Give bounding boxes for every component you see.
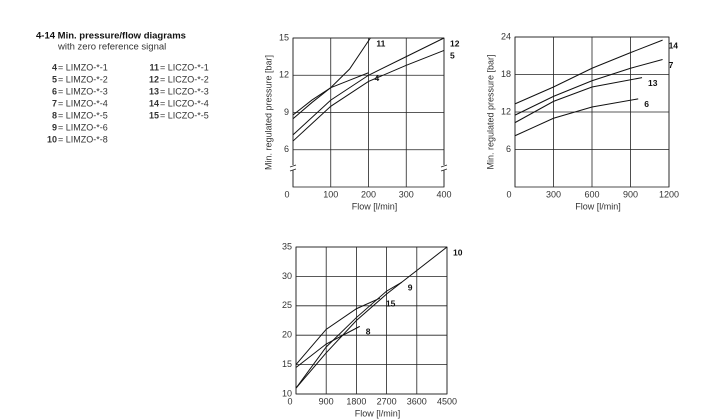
y-axis-title: Min. regulated pressure [bar] bbox=[263, 55, 273, 170]
axis-break bbox=[289, 164, 297, 172]
x-axis-title: Flow [l/min] bbox=[575, 201, 621, 211]
legend-number: 4 bbox=[52, 62, 57, 72]
curve-label: 7 bbox=[669, 60, 674, 70]
legend-text: = LIMZO-*-8 bbox=[58, 134, 108, 144]
curve bbox=[295, 281, 402, 389]
axis-break-gap bbox=[441, 165, 447, 170]
curve bbox=[295, 325, 360, 368]
y-tick-label: 18 bbox=[501, 69, 511, 79]
axis-break-gap bbox=[290, 165, 296, 170]
y-tick-label: 9 bbox=[284, 107, 289, 117]
y-tick-label: 35 bbox=[282, 241, 292, 251]
legend-number: 15 bbox=[149, 110, 159, 120]
legend-number: 14 bbox=[149, 98, 159, 108]
y-tick-label: 10 bbox=[282, 388, 292, 398]
chart: 10 15 20 25 30 35 0 900 1800 2700 3600 4500 Flow [l/… bbox=[282, 241, 463, 418]
curve bbox=[292, 49, 445, 142]
curve-label: 6 bbox=[644, 99, 649, 109]
curve-label: 9 bbox=[408, 283, 413, 293]
legend-number: 12 bbox=[149, 74, 159, 84]
legend-number: 8 bbox=[52, 110, 57, 120]
curve bbox=[514, 39, 663, 105]
x-tick-label: 0 bbox=[284, 189, 289, 199]
legend-number: 11 bbox=[149, 62, 159, 72]
x-tick-label: 4500 bbox=[437, 396, 457, 406]
x-tick-label: 900 bbox=[319, 396, 334, 406]
x-tick-label: 3600 bbox=[407, 396, 427, 406]
y-tick-label: 6 bbox=[506, 144, 511, 154]
curve-label: 11 bbox=[376, 38, 385, 48]
curve-label: 8 bbox=[366, 327, 371, 337]
x-tick-label: 100 bbox=[323, 189, 338, 199]
legend-text: = LIMZO-*-5 bbox=[58, 110, 108, 120]
x-axis-title: Flow [l/min] bbox=[352, 201, 398, 211]
legend-text: = LICZO-*-1 bbox=[160, 62, 209, 72]
x-tick-label: 900 bbox=[623, 189, 638, 199]
curve bbox=[295, 246, 448, 389]
x-axis-title: Flow [l/min] bbox=[355, 408, 401, 418]
legend-text: = LIMZO-*-1 bbox=[58, 62, 108, 72]
x-tick-label: 2700 bbox=[377, 396, 397, 406]
y-tick-label: 30 bbox=[282, 271, 292, 281]
curve-label: 12 bbox=[450, 38, 460, 48]
legend-number: 7 bbox=[52, 98, 57, 108]
curve-label: 10 bbox=[453, 247, 463, 257]
chart: 6 12 18 24 0 300 600 900 1200 Flow [l/min] Min. re… bbox=[485, 31, 679, 211]
legend-text: = LICZO-*-2 bbox=[160, 74, 209, 84]
x-tick-label: 300 bbox=[399, 189, 414, 199]
x-tick-label: 600 bbox=[584, 189, 599, 199]
legend-number: 5 bbox=[52, 74, 57, 84]
curve-label: 5 bbox=[450, 51, 455, 61]
legend-number: 9 bbox=[52, 122, 57, 132]
curve bbox=[514, 59, 663, 116]
curve bbox=[292, 37, 445, 136]
x-tick-label: 200 bbox=[361, 189, 376, 199]
x-tick-label: 1200 bbox=[659, 189, 679, 199]
legend-text: = LIMZO-*-2 bbox=[58, 74, 108, 84]
section-subtitle: with zero reference signal bbox=[57, 42, 166, 53]
curve bbox=[295, 297, 381, 365]
curve bbox=[292, 72, 369, 116]
curve-label: 15 bbox=[386, 298, 396, 308]
legend-number: 13 bbox=[149, 86, 159, 96]
y-tick-label: 24 bbox=[501, 31, 511, 41]
y-tick-label: 12 bbox=[501, 106, 511, 116]
legend-text: = LIMZO-*-6 bbox=[58, 122, 108, 132]
curve-label: 13 bbox=[648, 78, 658, 88]
curve bbox=[514, 77, 643, 124]
y-tick-label: 12 bbox=[279, 70, 289, 80]
legend-text: = LICZO-*-4 bbox=[160, 98, 209, 108]
section-title: 4-14 Min. pressure/flow diagrams bbox=[36, 31, 186, 42]
x-tick-label: 1800 bbox=[346, 396, 366, 406]
y-tick-label: 15 bbox=[282, 359, 292, 369]
x-tick-label: 0 bbox=[506, 189, 511, 199]
x-tick-label: 300 bbox=[546, 189, 561, 199]
y-tick-label: 15 bbox=[279, 32, 289, 42]
y-tick-label: 25 bbox=[282, 300, 292, 310]
legend-text: = LIMZO-*-4 bbox=[58, 98, 108, 108]
y-tick-label: 20 bbox=[282, 330, 292, 340]
axis-break bbox=[440, 164, 448, 172]
legend-text: = LIMZO-*-3 bbox=[58, 86, 108, 96]
curve-label: 14 bbox=[669, 40, 679, 50]
plot-frame bbox=[295, 246, 448, 395]
curve bbox=[292, 37, 371, 120]
curve bbox=[514, 98, 639, 137]
legend-text: = LICZO-*-5 bbox=[160, 110, 209, 120]
legend-number: 10 bbox=[47, 134, 57, 144]
y-axis-title: Min. regulated pressure [bar] bbox=[485, 54, 495, 169]
y-tick-label: 6 bbox=[284, 144, 289, 154]
legend-number: 6 bbox=[52, 86, 57, 96]
chart: 6 9 12 15 0 100 200 300 400 Flow [l/min] Min. regu… bbox=[263, 32, 459, 211]
x-tick-label: 0 bbox=[287, 396, 292, 406]
x-tick-label: 400 bbox=[436, 189, 451, 199]
legend-text: = LICZO-*-3 bbox=[160, 86, 209, 96]
